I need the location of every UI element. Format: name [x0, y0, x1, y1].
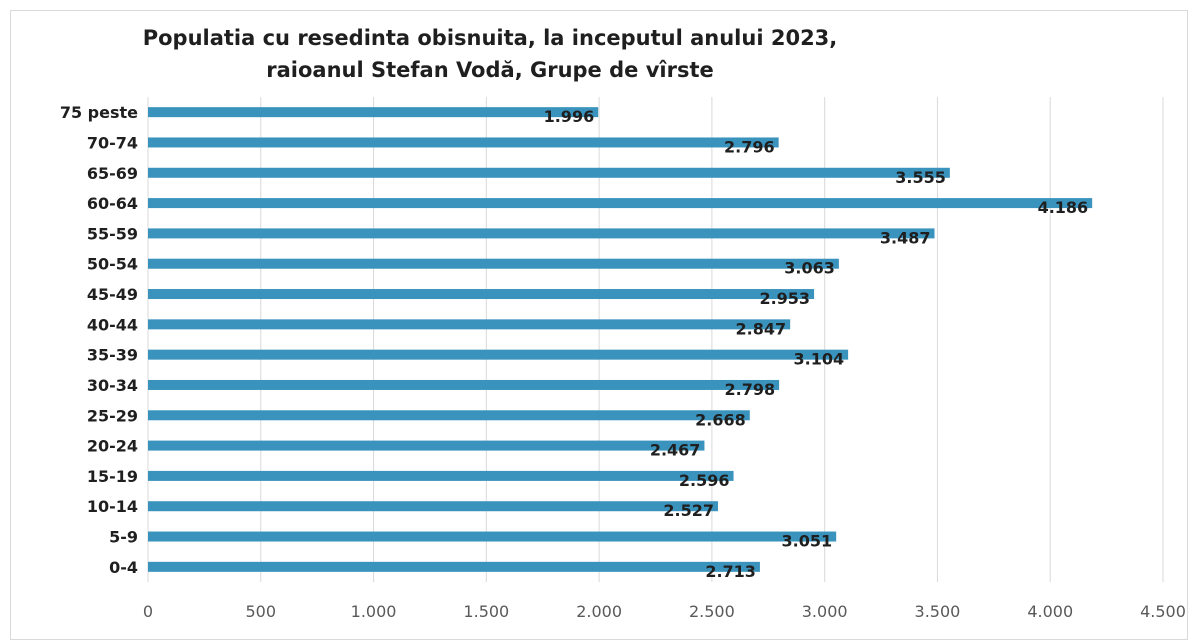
y-tick-label: 55-59 [87, 224, 138, 243]
bar [148, 379, 780, 390]
x-tick-label: 3.500 [915, 602, 961, 621]
data-label: 4.186 [1038, 198, 1089, 217]
data-label: 2.953 [759, 289, 810, 308]
data-label: 2.596 [679, 471, 730, 490]
data-labels: 2.713 3.051 2.527 2.596 2.467 2.668 2.798 3.104… [544, 107, 1089, 581]
x-axis-labels: 0 500 1.000 1.500 2.000 2.500 3.000 3.500 4.000 4… [143, 602, 1186, 621]
y-tick-label: 10-14 [87, 497, 138, 516]
x-tick-label: 1.500 [463, 602, 509, 621]
bar [148, 531, 837, 542]
y-tick-label: 30-34 [87, 376, 138, 395]
gridlines [147, 97, 1164, 582]
y-tick-label: 65-69 [87, 164, 138, 183]
y-tick-label: 60-64 [87, 194, 138, 213]
bar [148, 258, 839, 269]
bar [148, 107, 599, 118]
data-label: 2.713 [705, 562, 756, 581]
y-tick-label: 70-74 [87, 133, 138, 152]
y-tick-label: 15-19 [87, 467, 138, 486]
x-tick-label: 1.000 [351, 602, 397, 621]
y-tick-label: 50-54 [87, 255, 138, 274]
y-tick-label: 45-49 [87, 285, 138, 304]
x-tick-label: 4.500 [1140, 602, 1186, 621]
data-label: 2.527 [663, 501, 714, 520]
bar [148, 228, 935, 239]
bar [148, 561, 760, 572]
bar [148, 410, 750, 421]
y-tick-label: 40-44 [87, 315, 138, 334]
bars [148, 107, 1093, 572]
y-axis-labels: 0-4 5-9 10-14 15-19 20-24 25-29 30-34 35-39 40-4… [60, 103, 138, 577]
y-tick-label: 0-4 [109, 558, 138, 577]
bar [148, 501, 718, 512]
x-tick-label: 0 [143, 602, 153, 621]
bar [148, 167, 950, 178]
bar [148, 198, 1093, 209]
bar [148, 349, 849, 360]
data-label: 2.668 [695, 410, 746, 429]
data-label: 2.847 [736, 319, 787, 338]
bar [148, 319, 791, 330]
bar [148, 440, 705, 451]
data-label: 2.798 [724, 380, 775, 399]
chart-subtitle: raioanul Stefan Vodă, Grupe de vîrste [266, 58, 714, 82]
x-tick-label: 2.000 [576, 602, 622, 621]
bar [148, 137, 779, 148]
data-label: 3.051 [782, 532, 833, 551]
y-tick-label: 20-24 [87, 437, 138, 456]
x-tick-label: 3.000 [802, 602, 848, 621]
bar-chart: 0-4 5-9 10-14 15-19 20-24 25-29 30-34 35-39 40-4… [60, 97, 1186, 621]
y-tick-label: 25-29 [87, 406, 138, 425]
bar [148, 289, 815, 300]
x-tick-label: 4.000 [1027, 602, 1073, 621]
y-tick-label: 5-9 [109, 528, 138, 547]
y-tick-label: 35-39 [87, 346, 138, 365]
x-tick-label: 2.500 [689, 602, 735, 621]
data-label: 3.104 [794, 350, 845, 369]
y-tick-label: 75 peste [60, 103, 138, 122]
chart-title-block: Populatia cu resedinta obisnuita, la inc… [0, 22, 980, 86]
data-label: 3.487 [880, 228, 931, 247]
chart-title: Populatia cu resedinta obisnuita, la inc… [142, 26, 838, 50]
bar [148, 470, 734, 481]
data-label: 2.467 [650, 441, 701, 460]
data-label: 3.063 [784, 259, 835, 278]
x-tick-label: 500 [246, 602, 277, 621]
data-label: 3.555 [895, 168, 946, 187]
data-label: 1.996 [544, 107, 595, 126]
data-label: 2.796 [724, 137, 775, 156]
